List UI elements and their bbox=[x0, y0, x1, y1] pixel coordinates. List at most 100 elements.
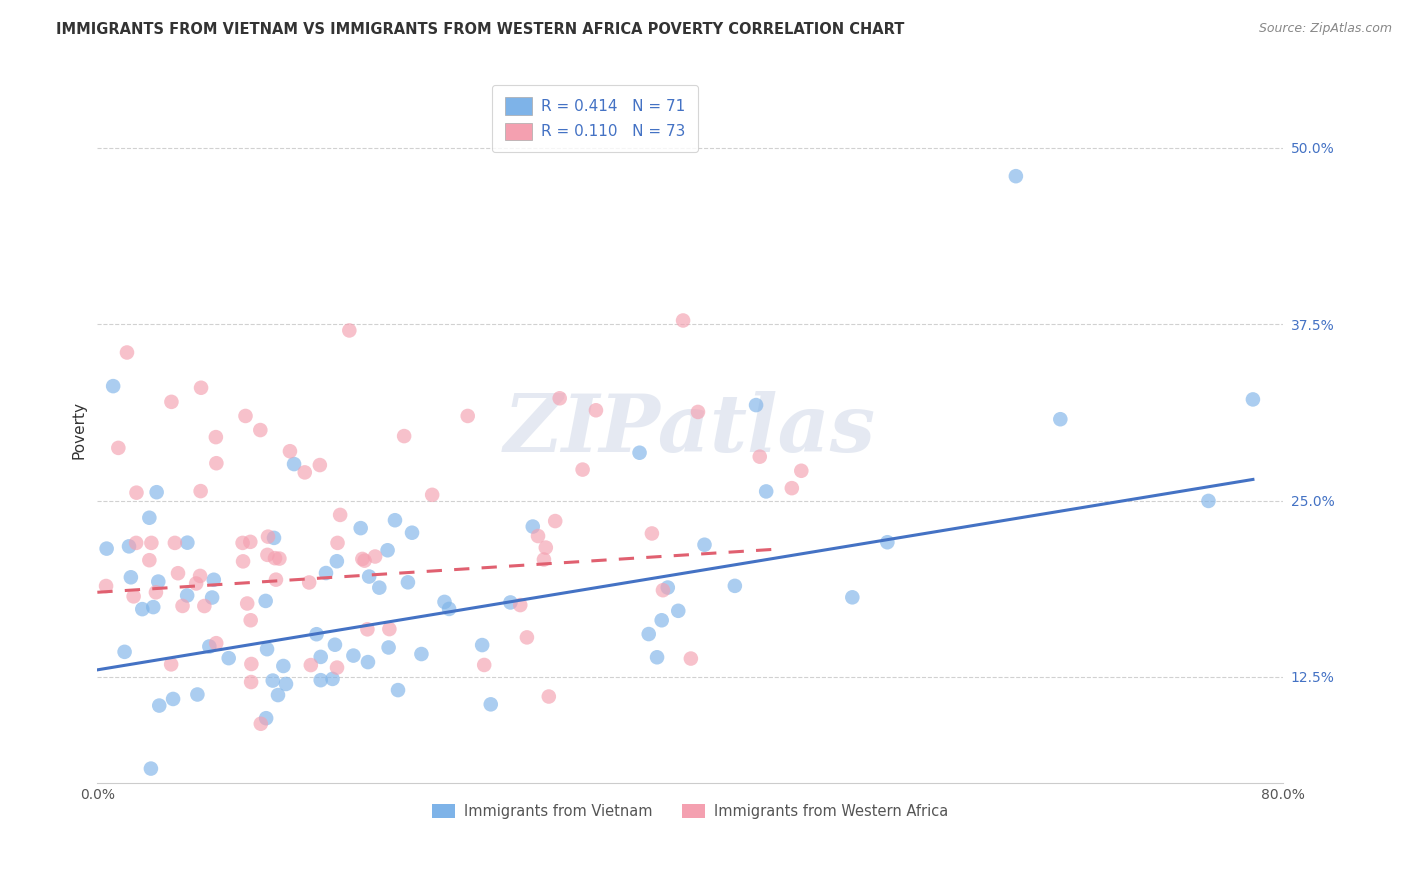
Point bbox=[471, 638, 494, 652]
Point bbox=[122, 590, 145, 604]
Point bbox=[283, 457, 305, 471]
Point bbox=[202, 573, 225, 587]
Text: IMMIGRANTS FROM VIETNAM VS IMMIGRANTS FROM WESTERN AFRICA POVERTY CORRELATION CH: IMMIGRANTS FROM VIETNAM VS IMMIGRANTS FR… bbox=[56, 22, 904, 37]
Point bbox=[163, 536, 186, 550]
Point bbox=[235, 409, 257, 423]
Point bbox=[148, 698, 170, 713]
Point bbox=[548, 391, 571, 405]
Point bbox=[257, 530, 280, 544]
Point bbox=[748, 450, 770, 464]
Point bbox=[278, 444, 301, 458]
Point bbox=[256, 548, 278, 562]
Point bbox=[1241, 392, 1264, 407]
Point bbox=[176, 535, 198, 549]
Point bbox=[326, 536, 349, 550]
Point bbox=[190, 484, 212, 499]
Point bbox=[305, 627, 328, 641]
Point bbox=[457, 409, 479, 423]
Point bbox=[437, 602, 460, 616]
Point bbox=[527, 529, 550, 543]
Point bbox=[298, 575, 321, 590]
Point bbox=[188, 569, 211, 583]
Point bbox=[254, 594, 277, 608]
Point bbox=[396, 575, 419, 590]
Point bbox=[637, 627, 659, 641]
Point bbox=[585, 403, 607, 417]
Point bbox=[353, 554, 375, 568]
Legend: Immigrants from Vietnam, Immigrants from Western Africa: Immigrants from Vietnam, Immigrants from… bbox=[426, 797, 953, 825]
Point bbox=[273, 659, 295, 673]
Point bbox=[142, 600, 165, 615]
Point bbox=[162, 692, 184, 706]
Point bbox=[299, 658, 322, 673]
Point bbox=[205, 456, 228, 470]
Point bbox=[236, 597, 259, 611]
Point bbox=[411, 647, 433, 661]
Point bbox=[176, 589, 198, 603]
Point bbox=[350, 521, 373, 535]
Point bbox=[141, 536, 163, 550]
Point bbox=[1049, 412, 1071, 426]
Point bbox=[269, 551, 291, 566]
Point bbox=[172, 599, 194, 613]
Point bbox=[628, 446, 651, 460]
Point bbox=[274, 677, 297, 691]
Point bbox=[342, 648, 364, 663]
Point bbox=[499, 595, 522, 609]
Point bbox=[841, 591, 863, 605]
Point bbox=[256, 642, 278, 657]
Point bbox=[239, 534, 262, 549]
Point bbox=[125, 536, 148, 550]
Point bbox=[138, 553, 160, 567]
Point bbox=[652, 583, 675, 598]
Point bbox=[263, 531, 285, 545]
Point bbox=[522, 519, 544, 533]
Point bbox=[131, 602, 153, 616]
Point bbox=[657, 581, 679, 595]
Point bbox=[337, 323, 360, 337]
Point bbox=[186, 576, 208, 591]
Point bbox=[232, 554, 254, 568]
Point bbox=[378, 622, 401, 636]
Point bbox=[267, 688, 290, 702]
Point bbox=[315, 566, 337, 580]
Point bbox=[138, 510, 160, 524]
Point bbox=[745, 398, 768, 412]
Point bbox=[876, 535, 898, 549]
Point bbox=[401, 525, 423, 540]
Point bbox=[780, 481, 803, 495]
Point bbox=[107, 441, 129, 455]
Point bbox=[544, 514, 567, 528]
Text: ZIPatlas: ZIPatlas bbox=[503, 392, 876, 469]
Point bbox=[364, 549, 387, 564]
Point bbox=[218, 651, 240, 665]
Point bbox=[534, 541, 557, 555]
Point bbox=[693, 538, 716, 552]
Point bbox=[326, 554, 349, 568]
Point bbox=[384, 513, 406, 527]
Point bbox=[309, 673, 332, 688]
Point bbox=[479, 698, 502, 712]
Point bbox=[645, 650, 668, 665]
Point bbox=[249, 423, 271, 437]
Text: Source: ZipAtlas.com: Source: ZipAtlas.com bbox=[1258, 22, 1392, 36]
Point bbox=[392, 429, 415, 443]
Point bbox=[148, 574, 170, 589]
Point bbox=[755, 484, 778, 499]
Point bbox=[249, 716, 271, 731]
Point bbox=[160, 657, 183, 672]
Point bbox=[240, 675, 263, 690]
Point bbox=[377, 640, 399, 655]
Point bbox=[96, 541, 118, 556]
Point bbox=[167, 566, 190, 581]
Point bbox=[190, 381, 212, 395]
Point bbox=[322, 672, 344, 686]
Point bbox=[145, 485, 167, 500]
Point bbox=[368, 581, 391, 595]
Point bbox=[254, 711, 277, 725]
Point bbox=[240, 657, 263, 671]
Point bbox=[239, 613, 262, 627]
Point bbox=[264, 551, 287, 566]
Point bbox=[352, 552, 374, 566]
Point bbox=[1005, 169, 1028, 184]
